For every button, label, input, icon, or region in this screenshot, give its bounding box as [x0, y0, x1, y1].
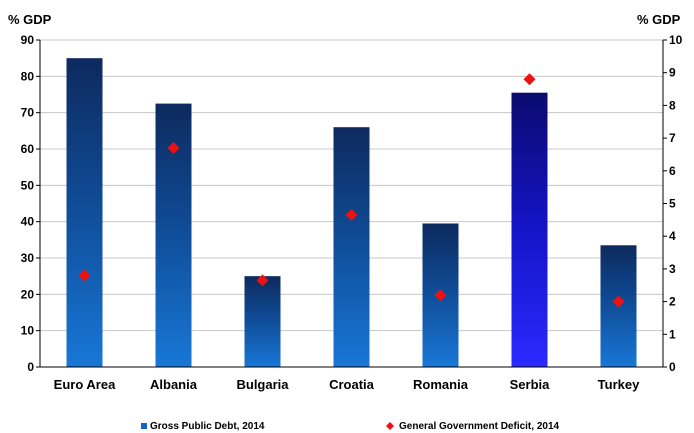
marker-series	[78, 73, 625, 308]
category-label: Turkey	[598, 377, 640, 392]
right-tick-label: 0	[669, 360, 676, 374]
category-label: Serbia	[510, 377, 551, 392]
category-label: Albania	[150, 377, 198, 392]
left-axis-ticks: 0 10 20 30 40 50 60 70 80 90	[21, 33, 35, 374]
right-tick-label: 4	[669, 229, 676, 243]
left-tick-label: 70	[21, 106, 35, 120]
marker-point	[167, 141, 180, 154]
marker-point	[256, 274, 269, 287]
right-tick-label: 7	[669, 131, 676, 145]
left-tick-label: 30	[21, 251, 35, 265]
left-tick-label: 80	[21, 69, 35, 83]
bar-series	[66, 58, 637, 368]
bar	[66, 58, 103, 368]
left-tick-label: 0	[27, 360, 34, 374]
right-tick-label: 1	[669, 327, 676, 341]
right-tick-label: 8	[669, 98, 676, 112]
right-tick-label: 5	[669, 197, 676, 211]
marker-point	[78, 269, 91, 282]
right-tick-label: 9	[669, 66, 676, 80]
category-label: Euro Area	[54, 377, 116, 392]
right-tick-label: 6	[669, 164, 676, 178]
marker-point	[612, 295, 625, 308]
right-axis-unit: % GDP	[637, 12, 681, 27]
marker-point	[345, 208, 358, 221]
bar	[333, 127, 370, 367]
left-tick-label: 90	[21, 33, 35, 47]
right-tick-label: 2	[669, 295, 676, 309]
left-axis-unit: % GDP	[8, 12, 52, 27]
legend-marker-label: General Government Deficit, 2014	[399, 421, 560, 432]
axes	[36, 39, 667, 368]
legend: Gross Public Debt, 2014 General Governme…	[141, 421, 560, 432]
left-tick-label: 40	[21, 215, 35, 229]
marker-point	[523, 73, 536, 86]
category-labels: Euro Area Albania Bulgaria Croatia Romania Se…	[54, 377, 640, 392]
category-label: Bulgaria	[236, 377, 289, 392]
left-tick-label: 20	[21, 287, 35, 301]
right-axis-ticks: 0 1 2 3 4 5 6 7 8 9 10	[669, 33, 683, 374]
category-label: Romania	[413, 377, 469, 392]
legend-bar-label: Gross Public Debt, 2014	[150, 421, 265, 432]
legend-marker-swatch	[386, 422, 394, 430]
category-label: Croatia	[329, 377, 375, 392]
bar	[511, 92, 548, 367]
legend-bar-swatch	[141, 423, 147, 429]
bar	[244, 276, 281, 367]
right-tick-label: 10	[669, 33, 683, 47]
right-tick-label: 3	[669, 262, 676, 276]
left-tick-label: 10	[21, 324, 35, 338]
left-tick-label: 60	[21, 142, 35, 156]
left-tick-label: 50	[21, 178, 35, 192]
marker-point	[434, 289, 447, 302]
